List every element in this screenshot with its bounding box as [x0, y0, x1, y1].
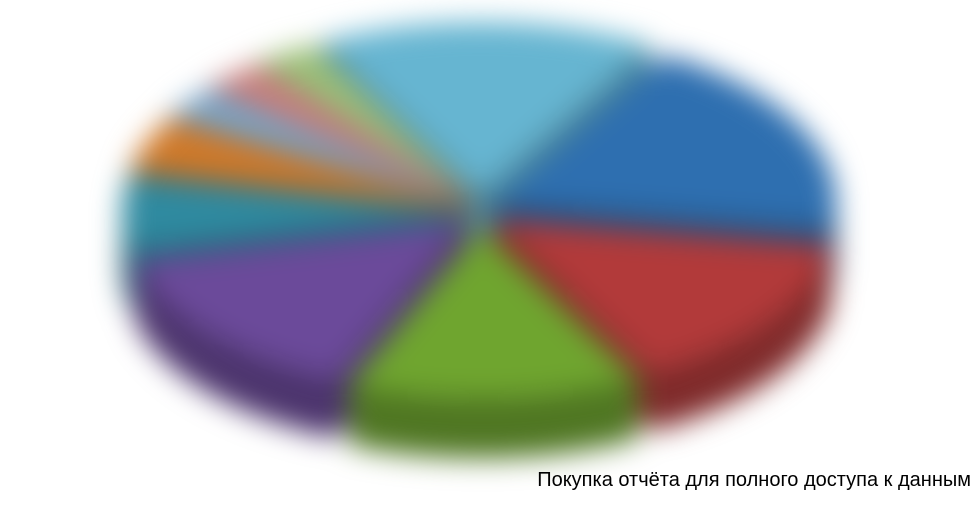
pie-chart-container: Покупка отчёта для полного доступа к дан…	[0, 0, 975, 512]
purchase-caption: Покупка отчёта для полного доступа к дан…	[537, 469, 971, 492]
pie-chart-svg	[0, 0, 975, 512]
